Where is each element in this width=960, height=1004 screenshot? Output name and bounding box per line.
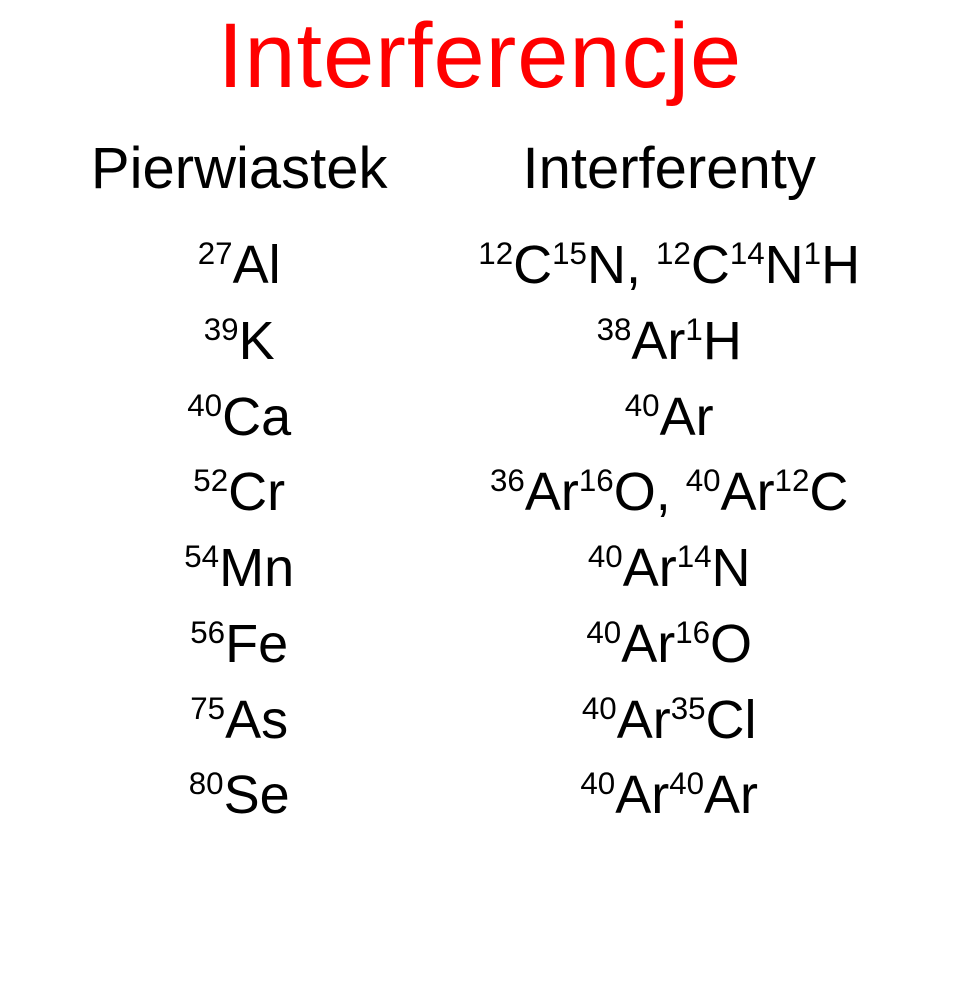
table-header: Pierwiastek Interferenty xyxy=(50,129,910,228)
element-cell: 39K xyxy=(50,304,428,380)
page-title: Interferencje xyxy=(218,6,742,107)
element-cell: 75As xyxy=(50,683,428,759)
element-cell: 40Ca xyxy=(50,380,428,456)
slide: Interferencje Pierwiastek Interferenty 2… xyxy=(0,0,960,1004)
table-row: 75As40Ar35Cl xyxy=(50,683,910,759)
element-cell: 80Se xyxy=(50,758,428,834)
header-interferents: Interferenty xyxy=(428,129,910,228)
table-row: 56Fe40Ar16O xyxy=(50,607,910,683)
table-row: 80Se40Ar40Ar xyxy=(50,758,910,834)
interferent-cell: 40Ar16O xyxy=(428,607,910,683)
interferent-cell: 36Ar16O, 40Ar12C xyxy=(428,455,910,531)
table-row: 40Ca40Ar xyxy=(50,380,910,456)
interferent-cell: 40Ar35Cl xyxy=(428,683,910,759)
interferent-cell: 40Ar xyxy=(428,380,910,456)
element-cell: 52Cr xyxy=(50,455,428,531)
interference-table: Pierwiastek Interferenty 27Al12C15N, 12C… xyxy=(50,129,910,834)
element-cell: 54Mn xyxy=(50,531,428,607)
table-row: 54Mn40Ar14N xyxy=(50,531,910,607)
interferent-cell: 12C15N, 12C14N1H xyxy=(428,228,910,304)
interferent-cell: 40Ar14N xyxy=(428,531,910,607)
table-row: 27Al12C15N, 12C14N1H xyxy=(50,228,910,304)
table-row: 52Cr36Ar16O, 40Ar12C xyxy=(50,455,910,531)
element-cell: 27Al xyxy=(50,228,428,304)
header-element: Pierwiastek xyxy=(50,129,428,228)
interferent-cell: 40Ar40Ar xyxy=(428,758,910,834)
element-cell: 56Fe xyxy=(50,607,428,683)
table-row: 39K38Ar1H xyxy=(50,304,910,380)
interferent-cell: 38Ar1H xyxy=(428,304,910,380)
